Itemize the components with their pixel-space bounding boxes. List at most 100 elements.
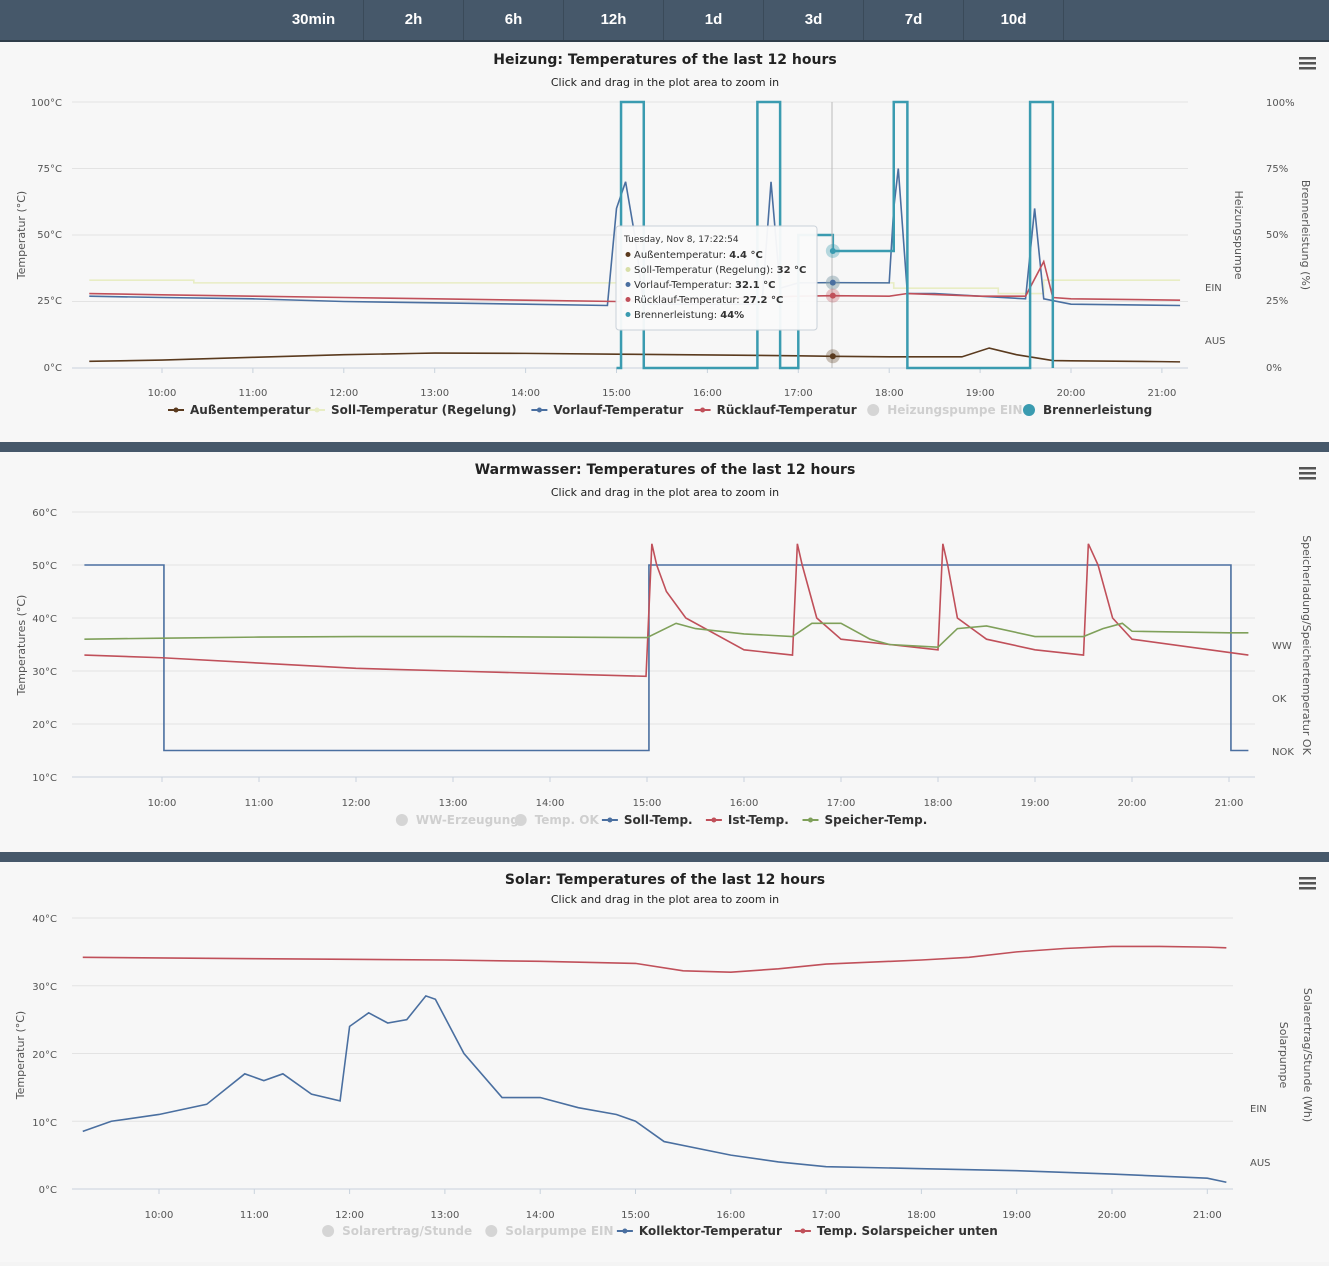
legend-label: Temp. Solarspeicher unten bbox=[817, 1224, 998, 1238]
heizung-ytick: 75°C bbox=[37, 164, 62, 175]
legend-item-ww-erzeugung[interactable]: WW-Erzeugung bbox=[395, 813, 519, 827]
tooltip-bullet bbox=[625, 252, 631, 257]
tooltip-row: Außentemperatur: 4.4 °C bbox=[634, 250, 763, 261]
legend-item-kollektor-temperatur[interactable]: Kollektor-Temperatur bbox=[616, 1224, 782, 1238]
tab-10d[interactable]: 10d bbox=[964, 0, 1064, 40]
legend-marker bbox=[800, 1228, 806, 1234]
tab-30min[interactable]: 30min bbox=[264, 0, 364, 40]
solar-title: Solar: Temperatures of the last 12 hours bbox=[505, 872, 825, 888]
solar-pump-on: EIN bbox=[1250, 1104, 1267, 1115]
x-tick-label: 16:00 bbox=[693, 388, 722, 399]
legend-label: Kollektor-Temperatur bbox=[639, 1224, 782, 1238]
heizung-title: Heizung: Temperatures of the last 12 hou… bbox=[493, 52, 836, 68]
x-tick-label: 17:00 bbox=[827, 798, 856, 809]
x-tick-label: 12:00 bbox=[329, 388, 358, 399]
legend-item-solarertrag-stunde[interactable]: Solarertrag/Stunde bbox=[322, 1224, 472, 1238]
series-line-speicher-temp- bbox=[84, 622, 1249, 648]
legend-marker bbox=[536, 407, 542, 413]
legend-symbol bbox=[322, 1225, 335, 1237]
legend-item-soll-temp-[interactable]: Soll-Temp. bbox=[601, 813, 693, 827]
x-tick-label: 11:00 bbox=[245, 798, 274, 809]
legend-marker bbox=[700, 407, 706, 413]
legend-label: Außentemperatur bbox=[190, 403, 311, 417]
tab-12h[interactable]: 12h bbox=[564, 0, 664, 40]
hover-marker bbox=[829, 292, 836, 299]
tooltip-bullet bbox=[625, 267, 631, 272]
legend-marker bbox=[808, 817, 813, 823]
tab-3d[interactable]: 3d bbox=[764, 0, 864, 40]
x-tick-label: 10:00 bbox=[148, 798, 177, 809]
legend-label: Heizungspumpe EIN bbox=[887, 403, 1022, 417]
x-tick-label: 20:00 bbox=[1057, 388, 1086, 399]
legend-marker bbox=[711, 817, 717, 823]
legend-item-solarpumpe-ein[interactable]: Solarpumpe EIN bbox=[485, 1224, 614, 1238]
heizung-y3tick: 50% bbox=[1266, 230, 1288, 241]
legend-label: WW-Erzeugung bbox=[416, 813, 519, 827]
solar-y2-axis-title: Solarpumpe bbox=[1277, 1022, 1290, 1089]
legend-item-r-cklauf-temperatur[interactable]: Rücklauf-Temperatur bbox=[694, 403, 857, 417]
x-tick-label: 15:00 bbox=[621, 1210, 650, 1221]
heizung-chart-panel: Heizung: Temperatures of the last 12 hou… bbox=[0, 42, 1329, 442]
solar-y3-axis-title: Solarertrag/Stunde (Wh) bbox=[1301, 988, 1314, 1122]
hover-marker bbox=[829, 279, 836, 286]
series-line-kollektor-temperatur bbox=[82, 994, 1227, 1184]
legend-label: Temp. OK bbox=[535, 813, 600, 827]
x-tick-label: 20:00 bbox=[1118, 798, 1147, 809]
tab-2h[interactable]: 2h bbox=[364, 0, 464, 40]
solar-pump-off: AUS bbox=[1250, 1158, 1271, 1169]
series-line-ist-temp- bbox=[84, 543, 1249, 678]
warmwasser-title: Warmwasser: Temperatures of the last 12 … bbox=[475, 462, 856, 478]
x-tick-label: 19:00 bbox=[1002, 1210, 1031, 1221]
legend-item-temp-solarspeicher-unten[interactable]: Temp. Solarspeicher unten bbox=[794, 1224, 998, 1238]
x-tick-label: 16:00 bbox=[730, 798, 759, 809]
heizung-menu-icon[interactable] bbox=[1299, 57, 1316, 70]
legend-symbol bbox=[395, 814, 408, 826]
tab-7d[interactable]: 7d bbox=[864, 0, 964, 40]
legend-label: Soll-Temp. bbox=[624, 813, 693, 827]
x-tick-label: 13:00 bbox=[430, 1210, 459, 1221]
legend-symbol bbox=[514, 814, 527, 826]
x-tick-label: 14:00 bbox=[511, 388, 540, 399]
warmwasser-chart[interactable]: Warmwasser: Temperatures of the last 12 … bbox=[0, 452, 1329, 852]
legend-item-brennerleistung[interactable]: Brennerleistung bbox=[1023, 403, 1152, 417]
legend-symbol bbox=[485, 1225, 498, 1237]
legend-item-soll-temperatur-regelung-[interactable]: Soll-Temperatur (Regelung) bbox=[309, 403, 517, 417]
warmwasser-y2tick: WW bbox=[1272, 641, 1292, 652]
x-tick-label: 21:00 bbox=[1193, 1210, 1222, 1221]
legend-marker bbox=[314, 407, 320, 413]
x-tick-label: 17:00 bbox=[784, 388, 813, 399]
legend-item-au-entemperatur[interactable]: Außentemperatur bbox=[168, 403, 311, 417]
tab-1d[interactable]: 1d bbox=[664, 0, 764, 40]
heizung-subtitle: Click and drag in the plot area to zoom … bbox=[551, 76, 779, 89]
tab-6h[interactable]: 6h bbox=[464, 0, 564, 40]
legend-item-heizungspumpe-ein[interactable]: Heizungspumpe EIN bbox=[867, 403, 1023, 417]
tooltip-row: Vorlauf-Temperatur: 32.1 °C bbox=[634, 280, 776, 291]
heizung-y3tick: 25% bbox=[1266, 296, 1288, 307]
x-tick-label: 12:00 bbox=[335, 1210, 364, 1221]
heizung-y-axis-title: Temperatur (°C) bbox=[15, 191, 28, 280]
legend-label: Rücklauf-Temperatur bbox=[717, 403, 857, 417]
legend-marker bbox=[607, 817, 613, 823]
legend-symbol bbox=[867, 404, 880, 416]
legend-label: Solarpumpe EIN bbox=[505, 1224, 613, 1238]
legend-label: Solarertrag/Stunde bbox=[342, 1224, 472, 1238]
legend-item-ist-temp-[interactable]: Ist-Temp. bbox=[705, 813, 789, 827]
heizung-y3-axis-title: Brennerleistung (%) bbox=[1299, 180, 1312, 290]
heizung-chart[interactable]: Heizung: Temperatures of the last 12 hou… bbox=[0, 42, 1329, 442]
x-tick-label: 10:00 bbox=[145, 1210, 174, 1221]
x-tick-label: 18:00 bbox=[875, 388, 904, 399]
warmwasser-menu-icon[interactable] bbox=[1299, 467, 1316, 480]
heizung-y3tick: 0% bbox=[1266, 363, 1282, 374]
x-tick-label: 11:00 bbox=[240, 1210, 269, 1221]
heizung-y3tick: 75% bbox=[1266, 164, 1288, 175]
legend-item-vorlauf-temperatur[interactable]: Vorlauf-Temperatur bbox=[531, 403, 683, 417]
heizung-ytick: 25°C bbox=[37, 296, 62, 307]
legend-marker bbox=[622, 1228, 628, 1234]
legend-item-temp-ok[interactable]: Temp. OK bbox=[514, 813, 600, 827]
series-line-au-entemperatur bbox=[89, 347, 1181, 363]
solar-menu-icon[interactable] bbox=[1299, 877, 1316, 890]
tooltip-row: Soll-Temperatur (Regelung): 32 °C bbox=[634, 265, 806, 276]
solar-chart-panel: Solar: Temperatures of the last 12 hours… bbox=[0, 862, 1329, 1262]
solar-chart[interactable]: Solar: Temperatures of the last 12 hours… bbox=[0, 862, 1329, 1262]
legend-item-speicher-temp-[interactable]: Speicher-Temp. bbox=[802, 813, 928, 827]
